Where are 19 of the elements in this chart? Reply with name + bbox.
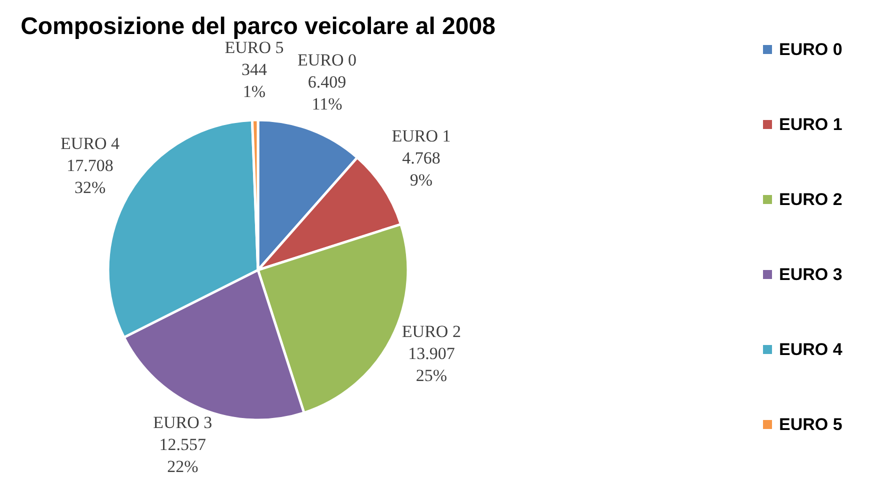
data-label: 17.708 32% [66,156,114,197]
chart-title: Composizione del parco veicolare al 2008 [20,13,496,40]
data-label: 344 1% [241,60,268,102]
slice-label: EURO 3 [153,412,212,432]
legend-label: EURO 1 [779,115,842,134]
legend-label: EURO 3 [779,265,842,284]
legend-label: EURO 4 [779,340,843,359]
slice-label: EURO 1 [392,126,451,146]
slice-label: EURO 5 [224,38,284,58]
data-label: 12.557 22% [159,434,207,476]
slice-label: EURO 0 [297,50,356,70]
legend-label: EURO 5 [779,415,842,434]
data-label: 4.768 9% [402,148,440,190]
data-label: 13.907 25% [408,344,456,386]
data-label: 6.409 11% [308,72,346,114]
slice-label: EURO 2 [402,322,461,342]
slice-label: EURO 4 [60,134,120,153]
legend-label: EURO 2 [779,190,842,209]
legend-label: EURO 0 [779,40,842,59]
